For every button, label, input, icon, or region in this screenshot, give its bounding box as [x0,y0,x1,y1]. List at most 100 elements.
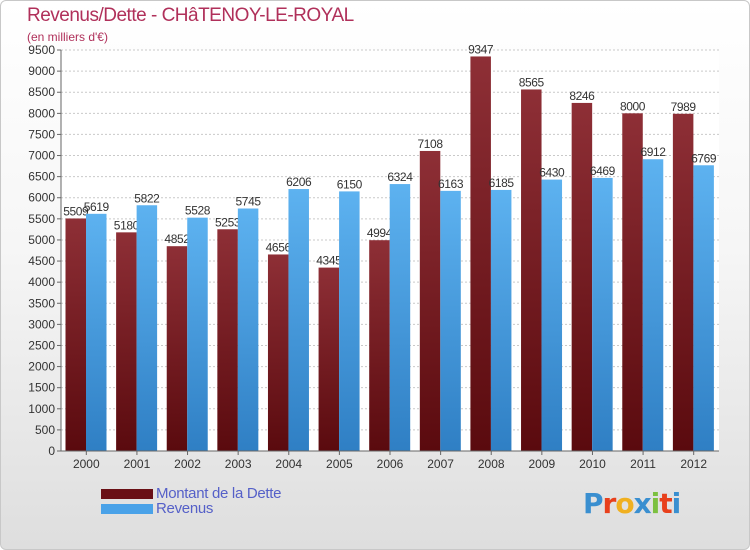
data-label-revenue: 6185 [489,176,515,190]
y-tick-label: 8000 [28,106,55,120]
data-label-debt: 9347 [468,42,494,56]
y-tick-label: 1000 [28,402,55,416]
x-tick-label: 2005 [326,457,353,471]
x-tick-label: 2011 [630,457,656,471]
bar-debt [470,56,491,451]
y-tick-label: 6000 [28,191,55,205]
bar-revenue [642,159,664,451]
bar-debt [672,113,694,452]
logo-letter: x [633,487,652,520]
y-tick-label: 9500 [28,43,55,57]
x-tick-label: 2007 [427,457,454,471]
data-label-revenue: 6430 [539,166,565,180]
x-tick-label: 2000 [73,457,100,471]
data-label-debt: 4994 [367,226,393,240]
data-label-debt: 5180 [114,218,140,232]
data-label-revenue: 5619 [84,200,110,214]
bar-revenue [490,189,512,451]
legend-swatch-revenue [101,504,153,514]
legend-label-debt: Montant de la Dette [156,485,282,502]
y-tick-label: 8500 [28,85,55,99]
data-label-debt: 4852 [164,232,190,246]
data-label-debt: 4656 [266,240,292,254]
bar-debt [318,267,340,451]
bar-revenue [136,205,158,451]
data-label-revenue: 6206 [286,175,312,189]
bar-debt [369,240,390,451]
y-tick-label: 6500 [28,170,55,184]
data-label-revenue: 5528 [185,204,211,218]
bar-revenue [541,179,563,452]
bar-debt [267,254,289,451]
bar-debt [166,246,188,451]
y-tick-label: 3500 [28,296,55,310]
x-tick-label: 2002 [174,457,201,471]
bar-revenue [693,165,714,451]
data-label-revenue: 6912 [640,145,666,159]
legend-swatch-debt [101,489,153,499]
data-label-debt: 7108 [418,137,444,151]
data-label-revenue: 6769 [691,151,717,165]
proxiti-logo: Proxiti [583,487,682,520]
y-tick-label: 2500 [28,338,55,352]
chart-title: Revenus/Dette - CHâTENOY-LE-ROYAL [27,5,354,26]
y-tick-label: 9000 [28,64,55,78]
x-tick-label: 2012 [680,457,707,471]
data-label-revenue: 5822 [134,191,160,205]
bar-debt [419,150,441,451]
data-label-debt: 8000 [620,99,646,113]
x-tick-label: 2006 [377,457,404,471]
y-tick-label: 7500 [28,127,55,141]
y-tick-label: 4500 [28,254,55,268]
data-label-revenue: 6324 [387,170,413,184]
y-tick-label: 0 [48,444,55,458]
logo-letter: o [615,487,634,520]
bar-revenue [288,189,309,451]
y-tick-label: 5500 [28,212,55,226]
bar-debt [521,89,542,451]
y-tick-label: 7000 [28,149,55,163]
data-label-revenue: 5745 [236,195,262,209]
data-label-debt: 8246 [569,89,595,103]
bar-debt [65,218,86,451]
bar-revenue [440,190,461,452]
bar-revenue [592,177,613,451]
y-tick-label: 4000 [28,275,55,289]
y-tick-label: 2000 [28,360,55,374]
data-label-debt: 5253 [215,215,241,229]
x-tick-label: 2004 [275,457,302,471]
data-label-debt: 4345 [316,254,342,268]
x-tick-label: 2010 [579,457,606,471]
bar-revenue [339,191,360,451]
bar-revenue [389,184,411,451]
y-tick-label: 3000 [28,317,55,331]
bar-debt [116,232,137,451]
data-label-revenue: 6163 [438,177,464,191]
logo-letter: P [583,487,604,520]
x-tick-label: 2009 [528,457,555,471]
logo-letter: r [602,487,617,520]
x-tick-label: 2008 [478,457,505,471]
logo-letter: i [671,487,682,520]
bar-debt [622,113,643,451]
data-label-revenue: 6150 [337,177,363,191]
bar-revenue [86,213,107,451]
data-label-debt: 7989 [671,100,697,114]
bar-revenue [187,217,208,451]
legend-label-revenue: Revenus [156,500,214,517]
bar-debt [571,102,593,451]
y-tick-label: 5000 [28,233,55,247]
x-tick-label: 2001 [124,457,151,471]
bar-debt [217,229,238,451]
y-axis: 0 500 1000 1500 2000 2500 3000 3500 4000 4500 5000… [28,43,61,458]
logo-letter: i [650,487,661,520]
logo-letter: t [659,487,672,520]
x-axis: 2000 2001 2002 2003 2004 2005 2006 2007 2008 2009… [60,50,719,471]
y-tick-label: 500 [35,423,55,437]
data-label-debt: 5509 [63,204,89,218]
bar-revenue [237,208,259,451]
chart-subtitle: (en milliers d'€) [27,30,108,44]
